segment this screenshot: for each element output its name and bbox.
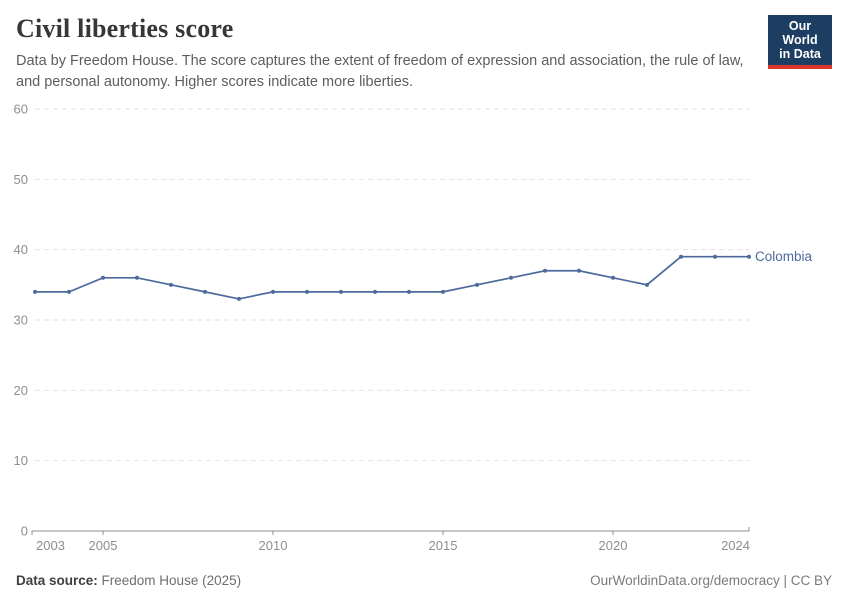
- colombia-point-2016: [475, 282, 479, 287]
- colombia-point-2011: [305, 289, 309, 294]
- x-tick-label-2005: 2005: [89, 538, 118, 553]
- colombia-point-2010: [271, 289, 275, 294]
- x-tick-label-2024: 2024: [721, 538, 750, 553]
- colombia-line: [34, 255, 750, 300]
- license-credit[interactable]: OurWorldinData.org/democracy | CC BY: [590, 573, 832, 588]
- data-source-label: Data source:: [16, 573, 98, 588]
- colombia-point-2012: [339, 289, 343, 294]
- colombia-point-2009: [237, 296, 241, 301]
- chart-footer: Data source: Freedom House (2025) OurWor…: [16, 573, 832, 588]
- x-tick-label-2015: 2015: [429, 538, 458, 553]
- y-tick-label-20: 20: [14, 383, 28, 398]
- y-tick-label-0: 0: [21, 524, 28, 539]
- y-tick-label-50: 50: [14, 172, 28, 187]
- colombia-point-2020: [611, 275, 615, 280]
- y-tick-label-10: 10: [14, 453, 28, 468]
- chart-canvas: 0 10 20 30 40 50 60 2003 2005 2010 2015 2020 2024 Col…: [14, 102, 813, 554]
- colombia-point-2006: [135, 275, 139, 280]
- owid-logo-line2: in Data: [779, 47, 821, 61]
- colombia-point-2023: [713, 254, 717, 259]
- chart-subtitle: Data by Freedom House. The score capture…: [16, 53, 744, 90]
- colombia-series-label[interactable]: Colombia: [755, 249, 813, 264]
- data-source-value: Freedom House (2025): [97, 573, 242, 588]
- colombia-point-2021: [645, 282, 649, 287]
- y-tick-label-30: 30: [14, 313, 28, 328]
- colombia-point-2018: [543, 268, 547, 273]
- owid-logo-line1: Our World: [782, 19, 818, 47]
- colombia-point-2014: [407, 289, 411, 294]
- colombia-point-2017: [509, 275, 513, 280]
- colombia-point-2008: [203, 289, 207, 294]
- colombia-point-2003: [33, 289, 37, 294]
- colombia-point-2019: [577, 268, 581, 273]
- y-tick-label-60: 60: [14, 102, 28, 117]
- colombia-point-2007: [169, 282, 173, 287]
- colombia-point-2005: [101, 275, 105, 280]
- colombia-point-2022: [679, 254, 683, 259]
- y-tick-label-40: 40: [14, 242, 28, 257]
- colombia-point-2004: [67, 289, 71, 294]
- chart-title: Civil liberties score: [16, 14, 234, 43]
- data-source-note: Data source: Freedom House (2025): [16, 573, 241, 588]
- x-tick-label-2020: 2020: [599, 538, 628, 553]
- x-tick-label-2003: 2003: [36, 538, 65, 553]
- x-tick-label-2010: 2010: [259, 538, 288, 553]
- owid-logo[interactable]: Our World in Data: [768, 15, 832, 69]
- colombia-point-2024: [747, 254, 751, 259]
- colombia-point-2013: [373, 289, 377, 294]
- colombia-point-2015: [441, 289, 445, 294]
